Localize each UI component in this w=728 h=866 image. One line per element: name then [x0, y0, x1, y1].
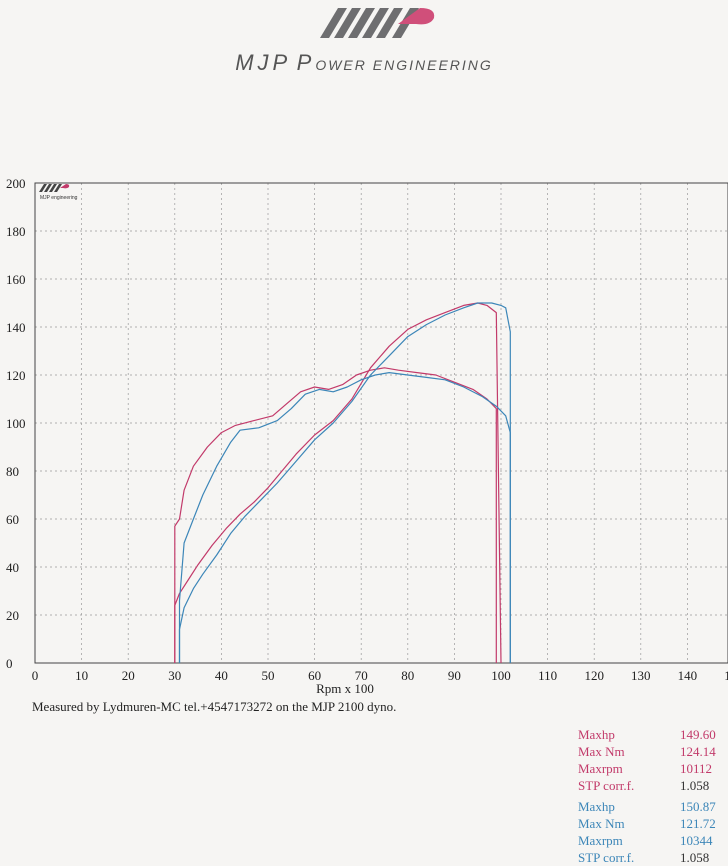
brand-p: P — [296, 50, 316, 75]
header-logo: MJP POWER ENGINEERING — [0, 0, 728, 90]
x-tick-label: 50 — [262, 668, 275, 683]
stat-value: 10112 — [680, 761, 713, 776]
series-line-1 — [174, 367, 497, 663]
dyno-chart: MJP engineering 0 10 20 30 40 50 60 70 80 90 100 11… — [6, 176, 728, 696]
x-tick-label: 20 — [122, 668, 135, 683]
brand-subtitle: OWER ENGINEERING — [315, 57, 493, 73]
x-tick-label: 10 — [75, 668, 88, 683]
x-tick-label: 120 — [584, 668, 604, 683]
stat-label: Maxhp — [578, 799, 615, 814]
stat-value: 124.14 — [680, 744, 716, 759]
stat-value: 1.058 — [680, 778, 710, 793]
stat-label: Maxrpm — [578, 833, 623, 848]
y-tick-label: 80 — [6, 464, 19, 479]
x-tick-label: 0 — [32, 668, 39, 683]
stat-value: 149.60 — [680, 727, 716, 742]
chart-series — [174, 302, 511, 664]
stat-label: STP corr.f. — [578, 850, 635, 865]
stat-value: 121.72 — [680, 816, 716, 831]
chart-grid — [34, 182, 728, 664]
x-tick-label: 100 — [491, 668, 511, 683]
brand-name: MJP — [235, 50, 292, 75]
x-tick-label: 60 — [308, 668, 321, 683]
y-tick-label: 120 — [6, 368, 26, 383]
stat-value: 1.058 — [680, 850, 710, 865]
stat-value: 10344 — [680, 833, 713, 848]
y-tick-label: 200 — [6, 176, 26, 191]
y-tick-label: 20 — [6, 608, 19, 623]
y-tick-label: 40 — [6, 560, 19, 575]
x-tick-label: 40 — [215, 668, 228, 683]
series-line-2 — [178, 302, 511, 663]
stat-label: Max Nm — [578, 744, 625, 759]
x-tick-label: 30 — [168, 668, 181, 683]
x-tick-label: 90 — [448, 668, 461, 683]
x-axis-label: Rpm x 100 — [316, 681, 374, 696]
y-tick-label: 0 — [6, 656, 13, 671]
y-tick-label: 160 — [6, 272, 26, 287]
series-line-3 — [178, 372, 511, 663]
y-tick-label: 100 — [6, 416, 26, 431]
plot-frame — [34, 182, 728, 664]
x-tick-label: 80 — [401, 668, 414, 683]
stat-label: Maxrpm — [578, 761, 623, 776]
mini-logo-text: MJP engineering — [40, 195, 78, 201]
y-tick-label: 180 — [6, 224, 26, 239]
stat-label: Max Nm — [578, 816, 625, 831]
brand-text: MJP POWER ENGINEERING — [0, 50, 728, 76]
y-tick-label: 140 — [6, 320, 26, 335]
stat-value: 150.87 — [680, 799, 716, 814]
mjp-logo-icon — [320, 8, 435, 38]
axis-ticks: 0 10 20 30 40 50 60 70 80 90 100 110 120 130 140 150 0 20… — [6, 176, 728, 683]
mini-logo: MJP engineering — [39, 184, 78, 201]
stat-label: Maxhp — [578, 727, 615, 742]
measured-note: Measured by Lydmuren-MC tel.+4547173272 … — [32, 699, 397, 714]
stat-label: STP corr.f. — [578, 778, 635, 793]
x-tick-label: 110 — [538, 668, 557, 683]
x-tick-label: 150 — [724, 668, 728, 683]
x-tick-label: 140 — [678, 668, 698, 683]
series-line-0 — [174, 302, 502, 664]
y-tick-label: 60 — [6, 512, 19, 527]
x-tick-label: 70 — [355, 668, 368, 683]
x-tick-label: 130 — [631, 668, 651, 683]
